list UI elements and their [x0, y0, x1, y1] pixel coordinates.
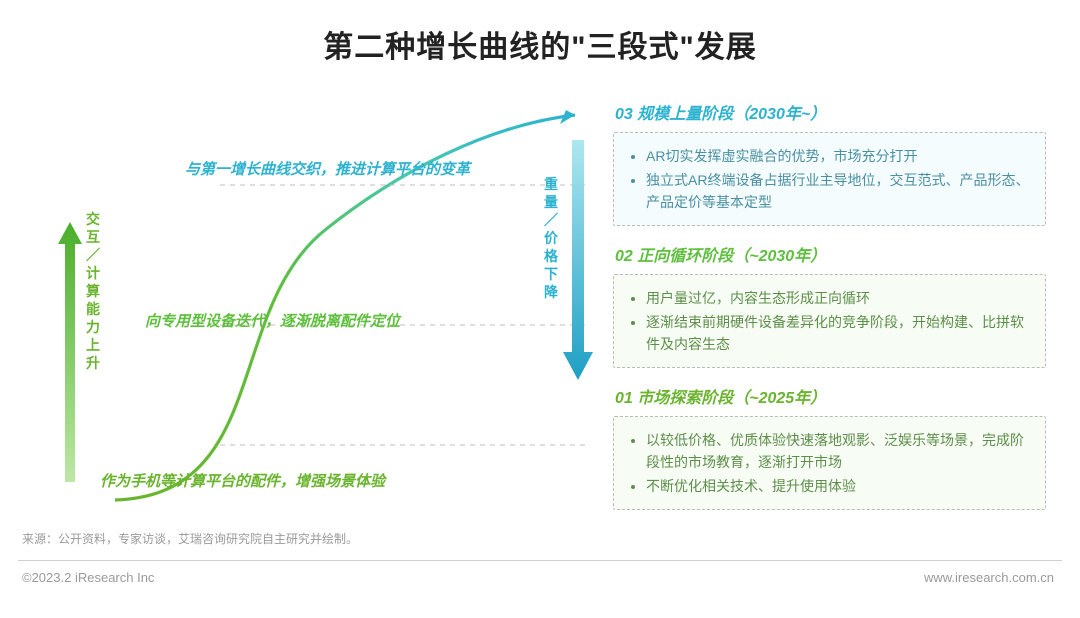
phase2-title: 02 正向循环阶段（~2030年）	[615, 242, 1046, 266]
right-axis-label: 重量／价格下降	[543, 175, 559, 301]
curve-stage1-label: 作为手机等计算平台的配件，增强场景体验	[100, 470, 385, 491]
growth-curve	[110, 80, 590, 510]
phase3-item: 独立式AR终端设备占据行业主导地位，交互范式、产品形态、产品定价等基本定型	[646, 169, 1033, 213]
phase2-item: 逐渐结束前期硬件设备差异化的竞争阶段，开始构建、比拼软件及内容生态	[646, 311, 1033, 355]
phase1-box: 以较低价格、优质体验快速落地观影、泛娱乐等场景，完成阶段性的市场教育，逐渐打开市…	[613, 416, 1046, 510]
phase1-item: 以较低价格、优质体验快速落地观影、泛娱乐等场景，完成阶段性的市场教育，逐渐打开市…	[646, 429, 1033, 473]
right-down-arrow	[563, 140, 593, 380]
phase1-title: 01 市场探索阶段（~2025年）	[615, 384, 1046, 408]
phase-column: 03 规模上量阶段（2030年~） AR切实发挥虚实融合的优势，市场充分打开 独…	[613, 100, 1046, 526]
phase3-title: 03 规模上量阶段（2030年~）	[615, 100, 1046, 124]
left-axis-label: 交互／计算能力上升	[85, 210, 101, 372]
left-up-arrow	[58, 222, 82, 477]
copyright-text: ©2023.2 iResearch Inc	[22, 570, 154, 585]
website-text: www.iresearch.com.cn	[924, 570, 1054, 585]
footer-divider	[18, 560, 1062, 561]
phase3-item: AR切实发挥虚实融合的优势，市场充分打开	[646, 145, 1033, 167]
phase2-item: 用户量过亿，内容生态形成正向循环	[646, 287, 1033, 309]
curve-stage2-label: 向专用型设备迭代，逐渐脱离配件定位	[145, 310, 400, 331]
curve-stage3-label: 与第一增长曲线交织，推进计算平台的变革	[185, 158, 470, 179]
source-note: 来源：公开资料，专家访谈，艾瑞咨询研究院自主研究并绘制。	[22, 530, 358, 547]
phase1-item: 不断优化相关技术、提升使用体验	[646, 475, 1033, 497]
phase3-box: AR切实发挥虚实融合的优势，市场充分打开 独立式AR终端设备占据行业主导地位，交…	[613, 132, 1046, 226]
page-title: 第二种增长曲线的"三段式"发展	[0, 22, 1080, 66]
phase2-box: 用户量过亿，内容生态形成正向循环 逐渐结束前期硬件设备差异化的竞争阶段，开始构建…	[613, 274, 1046, 368]
